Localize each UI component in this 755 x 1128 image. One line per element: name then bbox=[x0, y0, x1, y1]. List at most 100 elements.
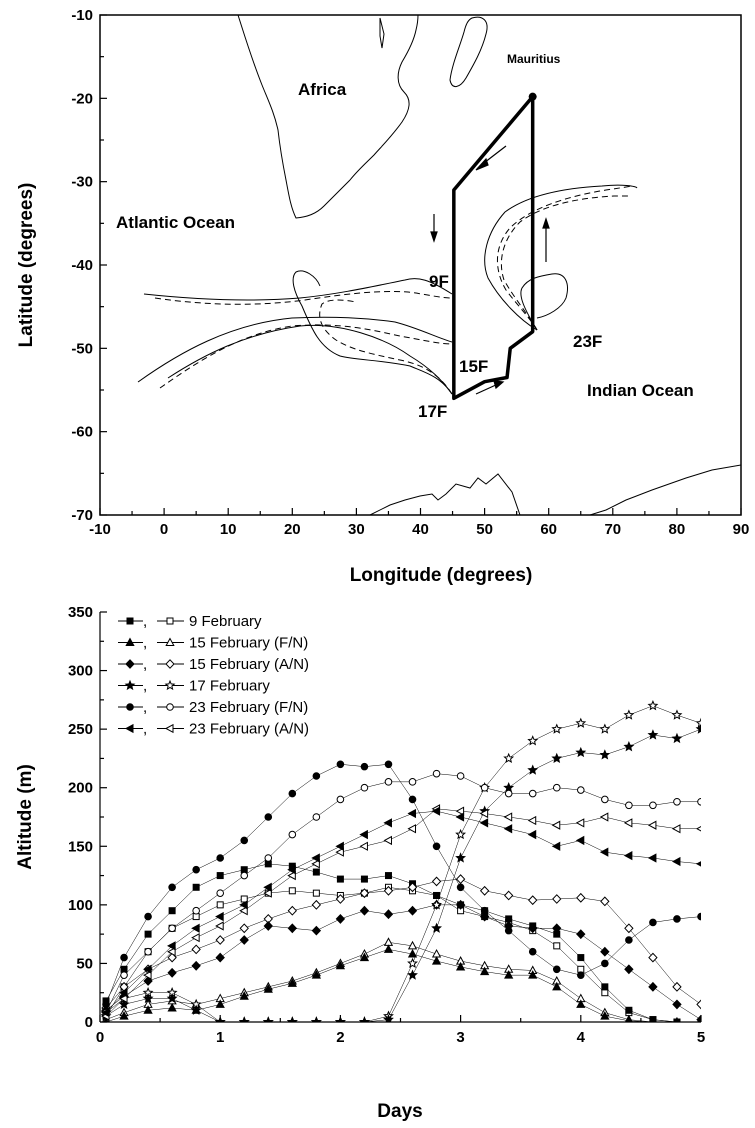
map-ytick-label: -20 bbox=[71, 90, 93, 107]
map-xtick-label: -10 bbox=[89, 521, 111, 538]
data-point-filled bbox=[384, 872, 392, 880]
data-point-open bbox=[359, 841, 368, 851]
data-point-filled bbox=[407, 905, 418, 916]
data-point-filled bbox=[168, 883, 176, 892]
altitude-xtick-label: 2 bbox=[336, 1029, 344, 1046]
altitude-ytick-label: 350 bbox=[68, 604, 93, 621]
map-ytick-label: -50 bbox=[71, 340, 93, 357]
series-1 bbox=[101, 937, 701, 1022]
map-ytick-label: -60 bbox=[71, 424, 93, 441]
data-point-open bbox=[288, 830, 297, 839]
data-point-filled bbox=[431, 806, 441, 816]
data-point-filled bbox=[359, 1016, 370, 1022]
data-point-filled bbox=[671, 732, 683, 744]
data-point-filled bbox=[191, 960, 201, 971]
data-point-open bbox=[577, 786, 585, 794]
data-point-open bbox=[191, 933, 200, 943]
data-point-open bbox=[216, 901, 224, 909]
data-point-open bbox=[601, 795, 609, 804]
legend-item: , 23 February (A/N) bbox=[118, 721, 309, 738]
label-23f: 23F bbox=[573, 332, 602, 351]
series-line-filled bbox=[105, 764, 701, 1005]
data-point-open bbox=[649, 801, 657, 810]
data-point-open bbox=[312, 813, 321, 821]
data-point-open bbox=[647, 820, 657, 830]
map-ytick-label: -40 bbox=[71, 257, 93, 274]
altitude-xtick-label: 1 bbox=[216, 1029, 224, 1046]
legend-item: , 9 February bbox=[118, 613, 262, 630]
data-point-filled bbox=[575, 746, 587, 758]
data-point-filled bbox=[456, 883, 465, 892]
data-point-filled bbox=[359, 952, 370, 962]
map-ylabel: Latitude (degrees) bbox=[16, 183, 37, 348]
data-point-open bbox=[575, 717, 587, 728]
data-point-open bbox=[696, 999, 701, 1010]
altitude-ytick-label: 300 bbox=[68, 663, 93, 680]
legend-marker-open bbox=[165, 637, 175, 646]
data-point-open bbox=[455, 874, 466, 885]
data-point-open bbox=[625, 801, 633, 810]
altitude-ytick-label: 250 bbox=[68, 721, 93, 738]
series-line-open bbox=[105, 773, 701, 1013]
data-point-filled bbox=[625, 1006, 633, 1014]
data-point-open bbox=[599, 723, 611, 734]
data-point-filled bbox=[264, 813, 273, 821]
data-point-filled bbox=[431, 922, 442, 933]
data-point-filled bbox=[239, 991, 249, 1000]
data-point-filled bbox=[407, 949, 418, 958]
data-point-filled bbox=[577, 954, 585, 962]
label-mauritius: Mauritius bbox=[507, 52, 561, 66]
legend-separator: , bbox=[143, 721, 147, 738]
data-point-open bbox=[143, 970, 152, 980]
label-atlantic-ocean: Atlantic Ocean bbox=[116, 213, 235, 232]
data-point-filled bbox=[383, 944, 394, 953]
data-point-filled bbox=[599, 847, 609, 857]
data-point-filled bbox=[383, 909, 394, 920]
map-xtick-label: 60 bbox=[540, 521, 557, 538]
data-point-filled bbox=[455, 961, 466, 971]
data-point-open bbox=[407, 824, 417, 834]
legend-label: 15 February (F/N) bbox=[189, 635, 308, 652]
label-17f: 17F bbox=[418, 402, 447, 421]
data-point-filled bbox=[504, 970, 514, 979]
data-point-open bbox=[239, 906, 248, 916]
data-point-filled bbox=[455, 899, 466, 910]
altitude-ytick-label: 200 bbox=[68, 780, 93, 797]
data-point-filled bbox=[144, 912, 152, 921]
data-point-open bbox=[504, 789, 513, 798]
altitude-xtick-label: 0 bbox=[96, 1029, 104, 1046]
data-point-filled bbox=[551, 752, 563, 764]
data-point-filled bbox=[168, 907, 176, 915]
data-point-open bbox=[215, 935, 225, 945]
data-point-open bbox=[552, 894, 562, 904]
data-point-filled bbox=[143, 964, 152, 974]
data-point-filled bbox=[647, 853, 657, 863]
data-point-open bbox=[239, 923, 249, 934]
data-point-filled bbox=[695, 723, 701, 734]
map-xtick-label: 0 bbox=[160, 521, 168, 538]
data-point-filled bbox=[552, 923, 562, 934]
data-point-filled bbox=[408, 795, 417, 804]
data-point-filled bbox=[479, 966, 490, 976]
series-line-open bbox=[105, 808, 701, 1017]
data-point-filled bbox=[695, 861, 701, 867]
data-point-open bbox=[455, 828, 467, 840]
label-indian-ocean: Indian Ocean bbox=[587, 381, 694, 400]
data-point-open bbox=[552, 783, 561, 792]
legend-marker-filled bbox=[126, 703, 134, 711]
series-5 bbox=[100, 804, 701, 1021]
data-point-filled bbox=[407, 969, 418, 980]
data-point-filled bbox=[167, 967, 177, 978]
data-point-filled bbox=[576, 999, 586, 1008]
map-panel: -10 0 10 20 30 40 50 60 70 80 90 -10 -20 -30 -40 -50 -60… bbox=[16, 7, 749, 586]
legend-separator: , bbox=[143, 635, 147, 652]
legend-marker-open bbox=[166, 617, 174, 625]
data-point-filled bbox=[100, 1007, 110, 1018]
series-line-filled bbox=[105, 904, 701, 1020]
data-point-filled bbox=[239, 900, 248, 910]
legend-marker-open bbox=[166, 703, 174, 711]
data-point-filled bbox=[215, 911, 224, 922]
map-ytick-label: -70 bbox=[71, 507, 93, 524]
